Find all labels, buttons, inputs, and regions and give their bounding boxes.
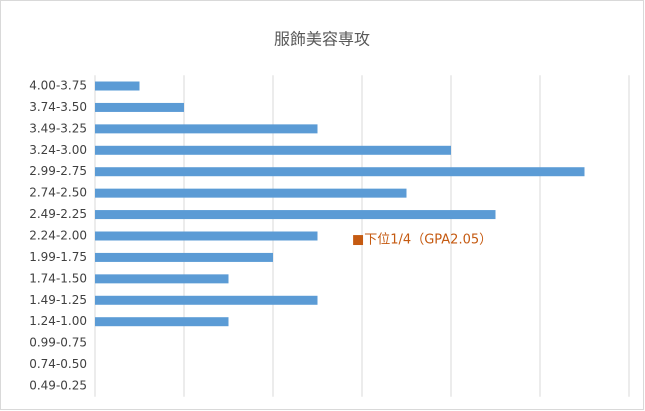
bar xyxy=(95,145,451,155)
y-tick-label: 3.24-3.00 xyxy=(29,143,87,157)
bar xyxy=(95,274,229,284)
y-tick-label: 2.74-2.50 xyxy=(29,186,87,200)
y-tick-label: 1.99-1.75 xyxy=(29,250,87,264)
bar xyxy=(95,210,496,220)
y-tick-label: 0.99-0.75 xyxy=(29,336,87,350)
annotation: ■下位1/4（GPA2.05） xyxy=(352,233,492,248)
y-tick-label: 2.99-2.75 xyxy=(29,164,87,178)
bar xyxy=(95,295,318,305)
y-tick-label: 1.24-1.00 xyxy=(29,314,87,328)
y-tick-label: 1.49-1.25 xyxy=(29,293,87,307)
y-tick-label: 2.24-2.00 xyxy=(29,229,87,243)
y-tick-label: 4.00-3.75 xyxy=(29,79,87,93)
bar xyxy=(95,317,229,327)
bar xyxy=(95,167,585,177)
y-tick-label: 3.74-3.50 xyxy=(29,100,87,114)
y-tick-label: 0.49-0.25 xyxy=(29,378,87,392)
bar xyxy=(95,81,140,91)
chart-title: 服飾美容専攻 xyxy=(274,30,370,49)
bar xyxy=(95,188,407,198)
bar xyxy=(95,124,318,134)
bar xyxy=(95,231,318,241)
bar xyxy=(95,252,273,262)
y-tick-label: 0.74-0.50 xyxy=(29,357,87,371)
y-tick-label: 3.49-3.25 xyxy=(29,121,87,135)
y-tick-label: 1.74-1.50 xyxy=(29,271,87,285)
bar xyxy=(95,102,184,112)
y-tick-label: 2.49-2.25 xyxy=(29,207,87,221)
